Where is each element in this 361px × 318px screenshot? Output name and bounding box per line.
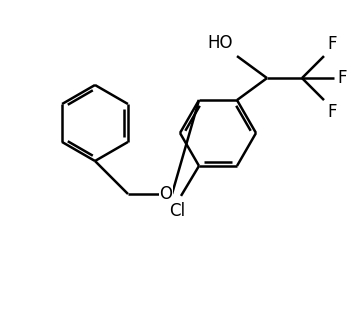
Text: HO: HO — [208, 34, 233, 52]
Text: F: F — [337, 69, 347, 87]
Text: F: F — [327, 35, 336, 53]
Text: O: O — [160, 185, 173, 203]
Text: Cl: Cl — [169, 202, 185, 220]
Text: F: F — [327, 103, 336, 121]
